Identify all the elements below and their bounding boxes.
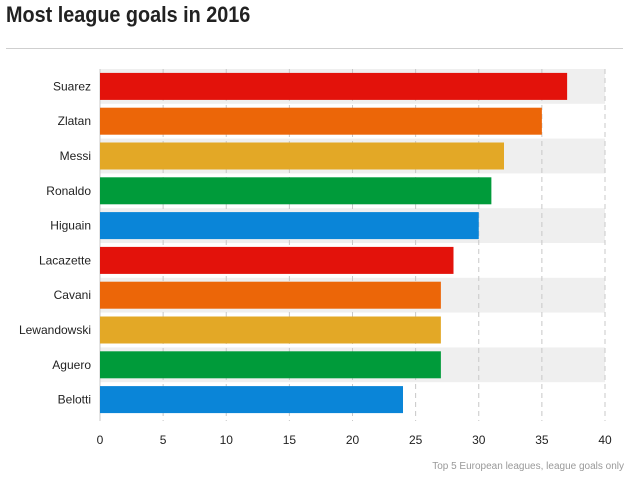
category-label: Aguero: [52, 358, 91, 372]
bar-cavani: [100, 281, 441, 309]
category-label: Zlatan: [58, 114, 91, 128]
category-label: Lacazette: [39, 253, 91, 267]
bar-zlatan: [100, 107, 542, 135]
x-tick-label: 30: [472, 433, 486, 447]
bar-suarez: [100, 72, 568, 100]
bar-lacazette: [100, 246, 454, 274]
x-tick-label: 25: [409, 433, 423, 447]
bars: [100, 72, 568, 414]
category-label: Messi: [60, 149, 91, 163]
category-label: Suarez: [53, 79, 91, 93]
category-label: Lewandowski: [19, 323, 91, 337]
x-tick-label: 5: [160, 433, 167, 447]
title-divider: [6, 48, 623, 49]
x-tick-label: 20: [346, 433, 360, 447]
bar-higuain: [100, 212, 479, 240]
chart-title: Most league goals in 2016: [6, 2, 251, 27]
category-label: Belotti: [58, 393, 91, 407]
category-label: Higuain: [50, 219, 91, 233]
x-tick-label: 10: [220, 433, 234, 447]
x-tick-label: 0: [97, 433, 104, 447]
source-note: Top 5 European leagues, league goals onl…: [432, 461, 624, 472]
bar-lewandowski: [100, 316, 441, 344]
x-tick-label: 40: [598, 433, 612, 447]
x-tick-label: 35: [535, 433, 549, 447]
category-label: Cavani: [54, 288, 91, 302]
x-tick-label: 15: [283, 433, 297, 447]
x-axis-ticks: 0 5 10 15 20 25 30 35 40: [97, 433, 612, 447]
bar-aguero: [100, 351, 441, 379]
bar-belotti: [100, 386, 403, 414]
category-labels: Suarez Zlatan Messi Ronaldo Higuain Lacazette…: [19, 79, 91, 406]
category-label: Ronaldo: [46, 184, 91, 198]
bar-messi: [100, 142, 504, 170]
bar-ronaldo: [100, 177, 492, 205]
